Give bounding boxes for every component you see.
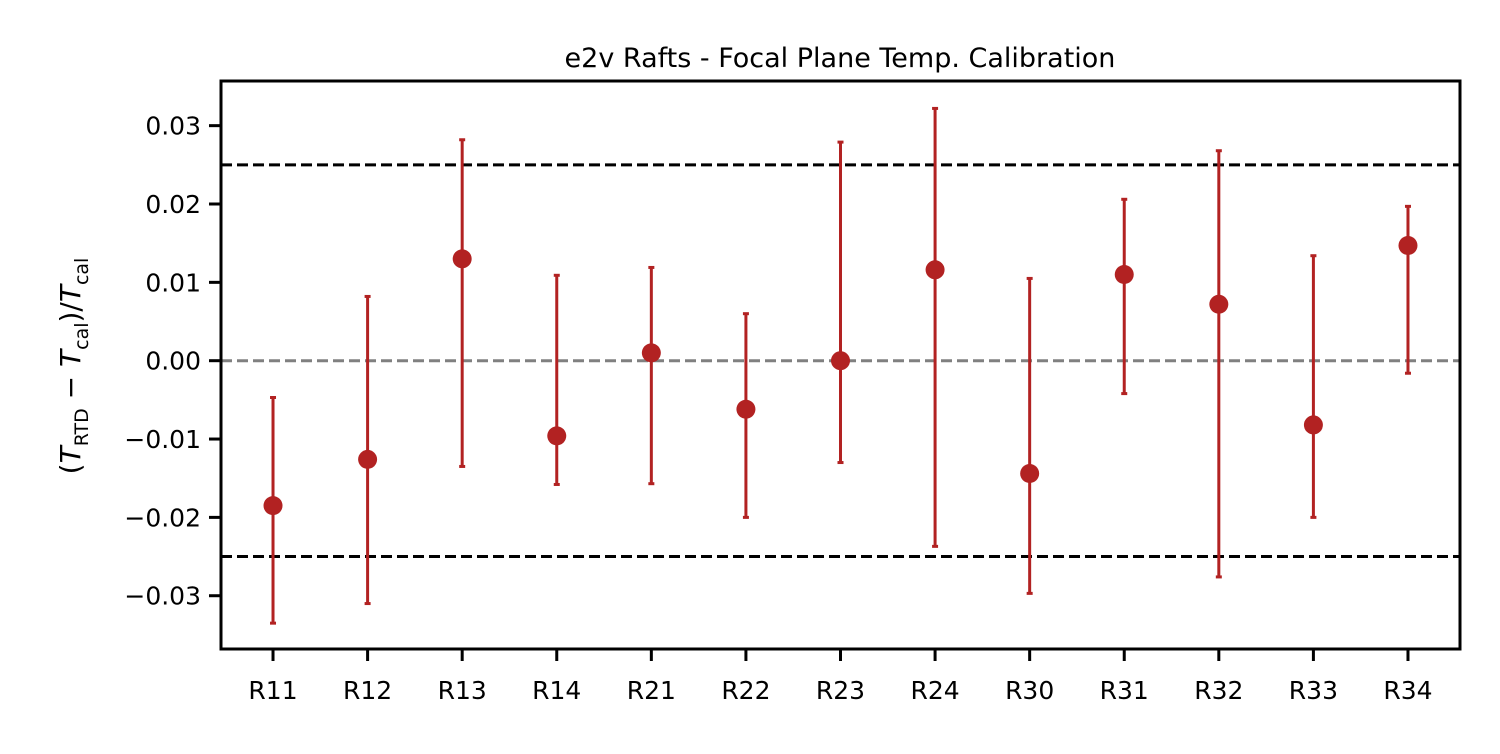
data-point-R13 (452, 249, 472, 269)
data-point-R23 (831, 351, 850, 371)
data-points (263, 236, 1418, 516)
y-axis-label-close: )/ (54, 302, 87, 323)
y-tick-label: 0.01 (145, 268, 201, 297)
y-tick-label: −0.02 (124, 503, 201, 532)
x-axis: R11 R12 R13 R14 R21 R22 R23 R24 R30 R31 R32 R33 R34 (248, 649, 1433, 705)
x-tick-label: R33 (1289, 676, 1338, 705)
y-axis-label-t1: T (54, 444, 87, 463)
y-axis-label-sub2: cal (71, 322, 93, 349)
data-point-R30 (1020, 464, 1040, 484)
x-tick-label: R34 (1383, 676, 1432, 705)
y-axis-label-sub3: cal (71, 258, 93, 285)
x-tick-label: R22 (721, 676, 770, 705)
plot-frame (219, 79, 1462, 651)
x-tick-label: R32 (1194, 676, 1243, 705)
data-point-R22 (736, 399, 756, 419)
x-tick-label: R12 (343, 676, 392, 705)
y-axis-label-t2: T (54, 348, 87, 367)
y-axis-label-open: ( (54, 463, 87, 474)
y-tick-label: 0.00 (145, 347, 201, 376)
data-point-R21 (641, 343, 661, 363)
x-tick-label: R11 (248, 676, 297, 705)
y-axis-label: (TRTD − Tcal)/Tcal (54, 258, 93, 475)
x-tick-label: R14 (532, 676, 581, 705)
data-point-R31 (1114, 265, 1134, 285)
x-tick-label: R31 (1100, 676, 1149, 705)
y-axis: −0.03 −0.02 −0.01 0.00 0.01 0.02 0.03 (124, 112, 221, 611)
x-tick-label: R23 (816, 676, 865, 705)
y-tick-label: −0.01 (124, 425, 201, 454)
data-point-R33 (1303, 415, 1323, 435)
data-point-R11 (263, 496, 283, 516)
chart-title: e2v Rafts - Focal Plane Temp. Calibratio… (565, 43, 1116, 74)
data-point-R32 (1209, 294, 1229, 314)
data-point-R14 (547, 426, 567, 446)
x-tick-label: R30 (1005, 676, 1054, 705)
x-tick-label: R24 (910, 676, 959, 705)
y-axis-label-minus: − (54, 367, 87, 408)
x-tick-label: R13 (438, 676, 487, 705)
error-bars (270, 106, 1411, 625)
x-tick-label: R21 (627, 676, 676, 705)
data-point-R24 (925, 260, 945, 280)
y-tick-label: −0.03 (124, 582, 201, 611)
data-point-R34 (1398, 236, 1418, 256)
reference-lines (221, 163, 1460, 559)
y-tick-label: 0.02 (145, 190, 201, 219)
y-axis-label-sub1: RTD (71, 408, 93, 446)
y-tick-label: 0.03 (145, 112, 201, 141)
data-point-R12 (358, 449, 378, 469)
y-axis-label-t3: T (54, 283, 87, 302)
